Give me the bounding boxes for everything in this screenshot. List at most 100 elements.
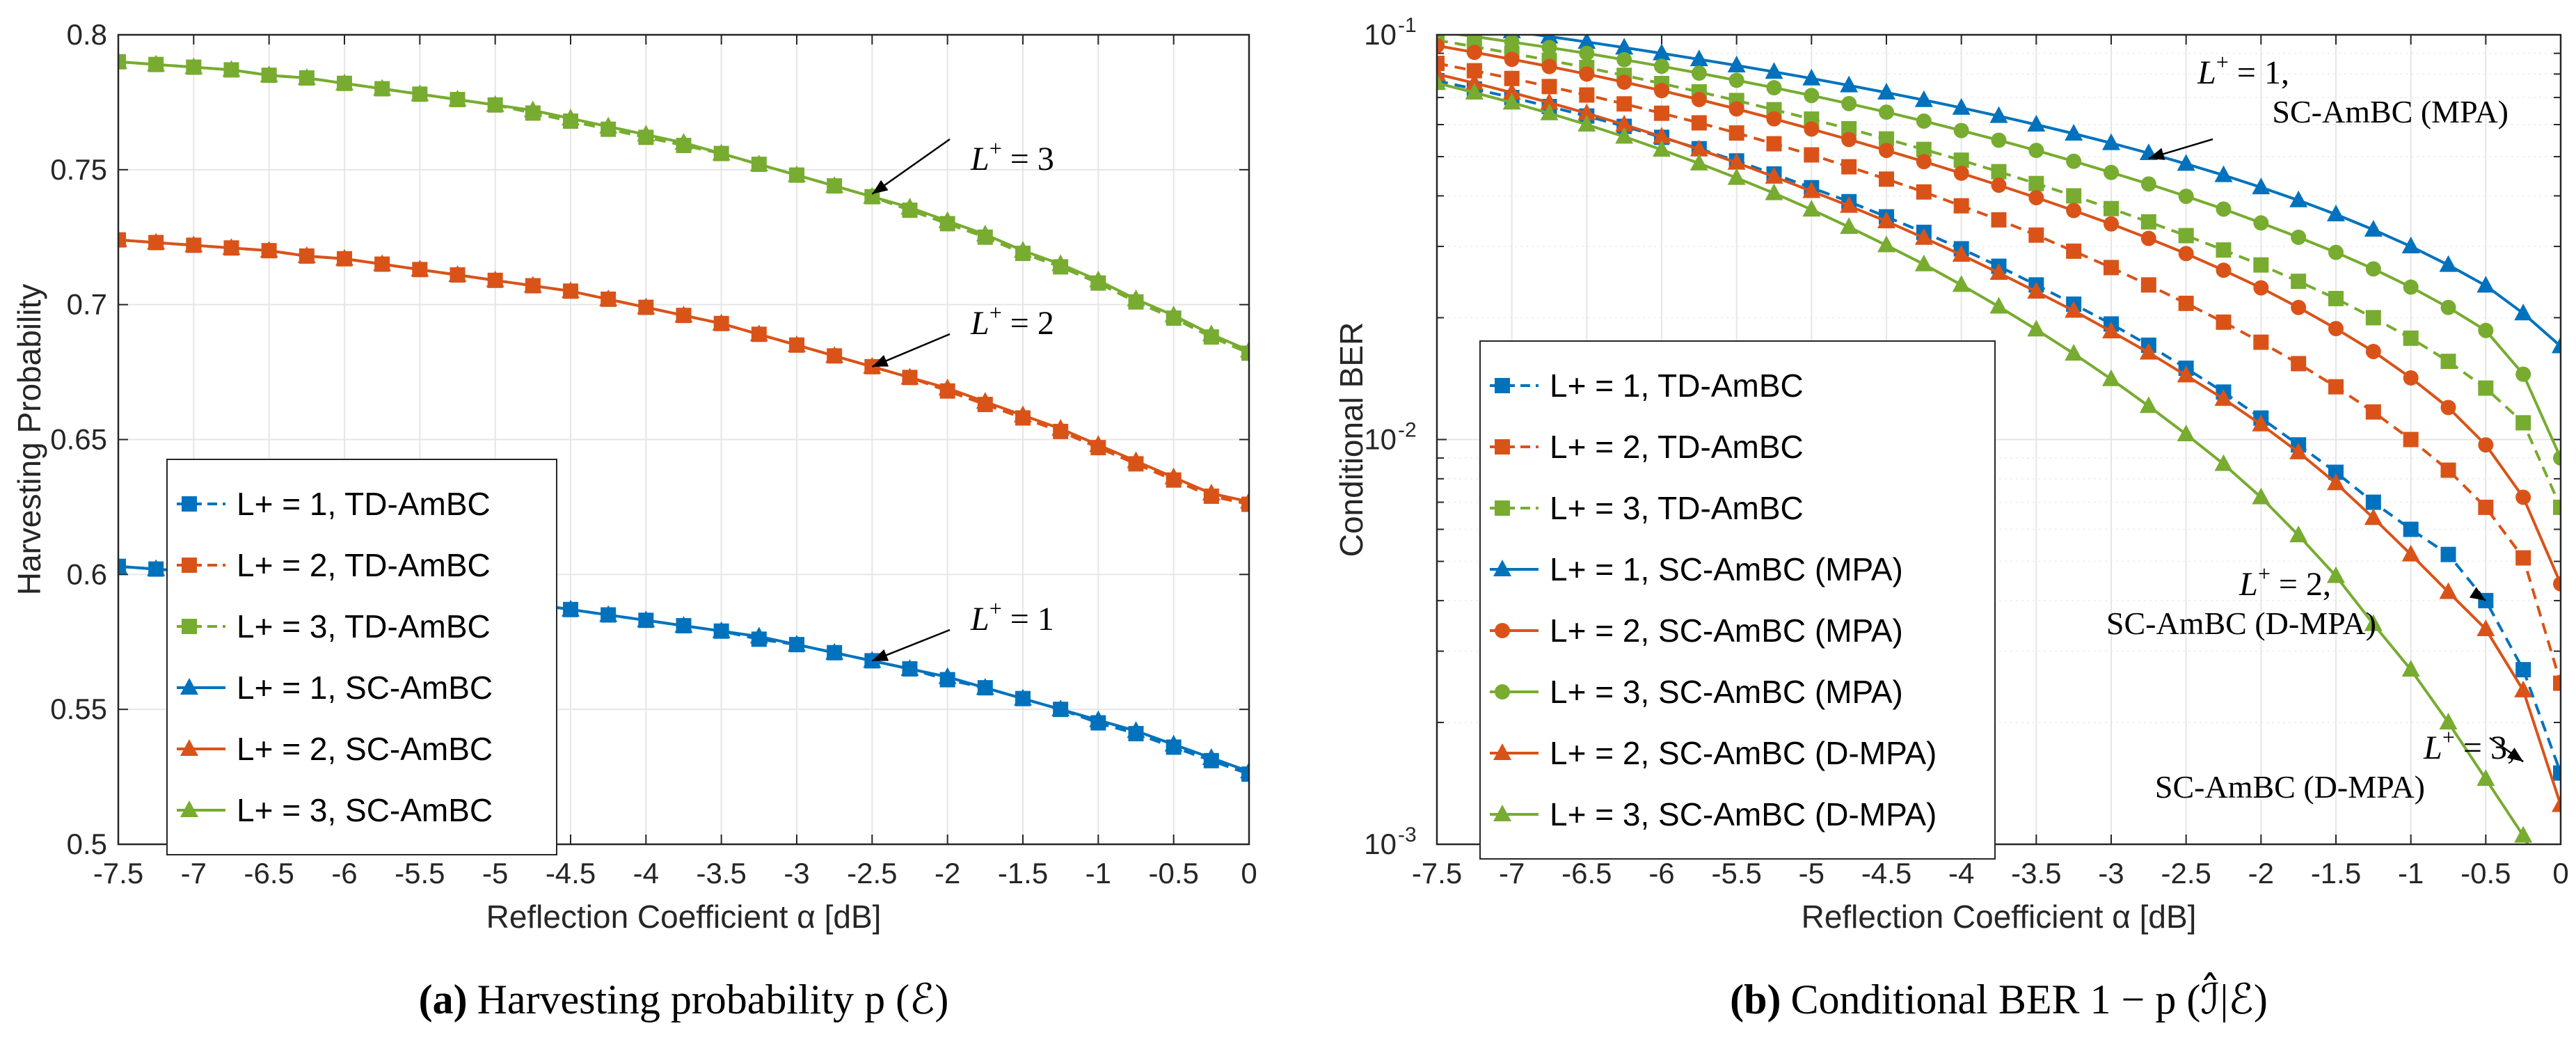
series-4-marker — [1164, 734, 1183, 752]
annotation-arrow-head — [872, 355, 889, 367]
x-tick-label: -6.5 — [1561, 857, 1612, 890]
series-6-marker — [2440, 299, 2456, 315]
series-8-marker — [2252, 487, 2271, 505]
series-6-marker — [2140, 176, 2156, 192]
series-5-marker — [2440, 400, 2456, 416]
series-2-marker — [1991, 212, 2007, 228]
annotation-label-rest: = 1 — [1002, 601, 1054, 638]
series-1-marker — [2553, 765, 2561, 781]
series-2-marker — [2365, 404, 2381, 420]
series-5-marker — [1991, 177, 2007, 193]
annotation-label: L+ = 2 — [970, 300, 1054, 342]
series-5-marker — [712, 313, 731, 331]
series-4-marker — [900, 659, 919, 677]
series-5-marker — [1766, 111, 1782, 127]
annotation-label: L+ = 1, — [2197, 49, 2289, 91]
series-5-marker — [523, 276, 542, 293]
series-4-marker — [1840, 75, 1859, 93]
series-5-marker — [938, 378, 957, 395]
series-3-marker — [2403, 330, 2419, 346]
series-8-marker — [1615, 127, 1634, 144]
series-2-marker — [1953, 198, 1969, 214]
series-2-marker — [2515, 550, 2531, 566]
x-tick-label: -2.5 — [847, 857, 897, 890]
series-6-marker — [674, 133, 693, 150]
series-8-marker — [1540, 103, 1559, 120]
series-6-marker — [825, 176, 844, 193]
series-6-marker — [2553, 450, 2561, 466]
legend-entry-1: L+ = 1, TD-AmBC — [1550, 368, 1804, 404]
series-7-marker — [2027, 281, 2046, 299]
panel-caption: (a) Harvesting probability p (ℰ) — [419, 977, 949, 1022]
legend-entry-5: L+ = 2, SC-AmBC (MPA) — [1550, 613, 1903, 649]
series-7-marker — [1802, 181, 1821, 198]
series-6-marker — [562, 109, 580, 126]
legend-entry-2: L+ = 2, TD-AmBC — [1550, 429, 1804, 465]
series-5-marker — [1728, 101, 1744, 117]
series-6-marker — [1879, 104, 1894, 120]
series-5-marker — [2028, 189, 2044, 205]
series-8-marker — [2065, 344, 2083, 361]
series-5-marker — [599, 289, 618, 306]
x-tick-label: -4 — [1948, 857, 1974, 890]
series-6-marker — [2178, 189, 2194, 205]
series-6-marker — [1240, 340, 1249, 358]
x-tick-label: -0.5 — [1148, 857, 1198, 890]
x-tick-label: -0.5 — [2460, 857, 2511, 890]
series-6-marker — [2403, 279, 2419, 295]
series-6-marker — [749, 155, 768, 172]
y-tick-exponent: -1 — [1398, 14, 1417, 37]
series-3-marker — [2253, 257, 2269, 273]
x-tick-label: -5 — [482, 857, 508, 890]
series-2-marker — [2104, 260, 2119, 276]
series-4-marker — [637, 610, 655, 628]
series-3-marker — [2553, 499, 2561, 515]
series-2-marker — [2253, 334, 2269, 350]
series-8-marker — [1465, 82, 1484, 100]
series-6-marker — [2515, 366, 2531, 382]
series-2-marker — [1766, 136, 1782, 152]
series-5-marker — [1127, 451, 1145, 468]
panel-b-chart: -7.5 -7 -6.5 -6 -5.5 -5 -4.5 -4 -3.5 -3 -2.5 -2 -1.5… — [1333, 14, 2569, 1022]
series-7-marker — [2102, 322, 2120, 339]
series-4-marker — [2252, 177, 2271, 195]
series-6-marker — [637, 125, 655, 142]
series-5-marker — [674, 306, 693, 323]
series-3-marker — [1991, 164, 2007, 180]
series-7-marker — [1689, 139, 1708, 157]
series-5-marker — [1014, 405, 1032, 422]
series-3-marker — [2104, 200, 2119, 216]
x-tick-label: -3 — [784, 857, 809, 890]
series-7-marker — [2514, 680, 2533, 697]
legend-marker-1 — [182, 496, 197, 512]
annotation-label-base: L — [970, 601, 989, 638]
series-7-marker — [2476, 619, 2495, 636]
series-6-marker — [863, 187, 882, 204]
series-5-marker — [825, 346, 844, 363]
annotation-1: L+ = 1,SC-AmBC (MPA) — [2148, 49, 2509, 160]
series-4-marker — [1540, 35, 1559, 44]
annotation-arrow-head — [2148, 148, 2165, 160]
x-tick-label: -7 — [1499, 857, 1525, 890]
series-4-marker — [1689, 49, 1708, 67]
series-6-marker — [1089, 270, 1108, 287]
series-6-marker — [2028, 143, 2044, 159]
series-6-marker — [1466, 35, 1482, 45]
series-6-marker — [147, 54, 166, 72]
series-5-marker — [184, 235, 203, 253]
annotation-label-base: L — [970, 305, 989, 342]
x-tick-label: -1 — [2398, 857, 2424, 890]
x-tick-label: -5.5 — [395, 857, 445, 890]
legend: L+ = 1, TD-AmBC L+ = 2, TD-AmBC L+ = 3, TD… — [166, 459, 557, 855]
series-6-marker — [2365, 261, 2381, 277]
series-2-marker — [2553, 675, 2561, 691]
x-tick-label: -7.5 — [1412, 857, 1462, 890]
series-7-marker — [1540, 93, 1559, 110]
series-1-marker — [2440, 546, 2456, 562]
series-6-marker — [1437, 35, 1444, 39]
series-4-marker — [2401, 237, 2420, 254]
annotation-label-rest: = 3, — [2455, 729, 2515, 766]
series-3-marker — [1879, 131, 1894, 147]
legend-box — [1479, 340, 1996, 860]
series-6-marker — [599, 116, 618, 134]
